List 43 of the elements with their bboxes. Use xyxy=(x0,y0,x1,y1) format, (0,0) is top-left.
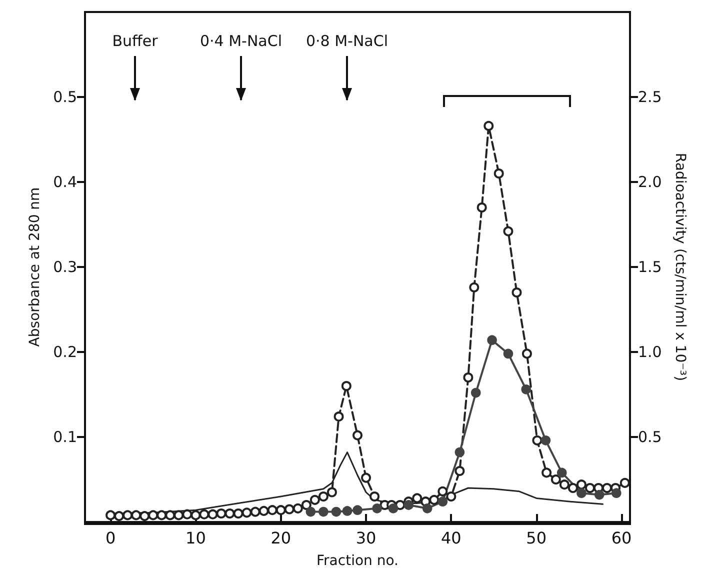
x-tick-label: 20 xyxy=(270,528,292,548)
y2-tick-label: 2.0 xyxy=(638,173,662,191)
point xyxy=(454,447,465,458)
point xyxy=(576,488,586,498)
x-axis-title: Fraction no. xyxy=(316,553,398,569)
point xyxy=(372,504,382,514)
y-tick-label: 0.4 xyxy=(53,173,77,191)
y-tick-label: 0.3 xyxy=(53,258,77,276)
y2-axis-title: Radioactivity (cts/min/ml x 10⁻³) xyxy=(672,152,688,382)
x-tick-label: 60 xyxy=(611,528,632,548)
y2-tick-label: 2.5 xyxy=(638,88,662,106)
y-axis-title: Absorbance at 280 nm xyxy=(27,187,44,347)
y2-tick-label: 1.5 xyxy=(638,258,662,276)
point xyxy=(611,488,622,498)
y2-tick-label: 0.5 xyxy=(638,428,662,446)
point xyxy=(306,506,316,517)
point xyxy=(438,496,448,506)
x-tick-label: 10 xyxy=(186,528,206,548)
point xyxy=(342,506,352,516)
point xyxy=(470,388,481,398)
point xyxy=(388,504,398,514)
x-tick-label: 30 xyxy=(356,528,376,548)
point xyxy=(352,505,362,515)
point xyxy=(521,384,532,394)
annotation: Buffer xyxy=(112,32,158,50)
y-tick-label: 0.2 xyxy=(53,343,77,361)
y2-tick-label: 1.0 xyxy=(638,343,662,361)
point xyxy=(404,500,414,510)
point xyxy=(556,468,567,478)
x-tick-label: 50 xyxy=(526,528,547,548)
point xyxy=(503,348,514,359)
x-tick-label: 40 xyxy=(440,528,462,548)
point xyxy=(540,436,551,446)
point xyxy=(331,506,342,517)
point xyxy=(594,490,604,500)
y-tick-label: 0.5 xyxy=(53,88,77,106)
y-tick-label: 0.1 xyxy=(53,428,77,446)
point xyxy=(422,504,432,514)
annotation: 0·8 M-NaCl xyxy=(306,32,388,50)
x-tick-label: 0 xyxy=(105,528,116,548)
annotation: 0·4 M-NaCl xyxy=(200,32,282,50)
point xyxy=(487,335,497,345)
point xyxy=(318,506,328,517)
